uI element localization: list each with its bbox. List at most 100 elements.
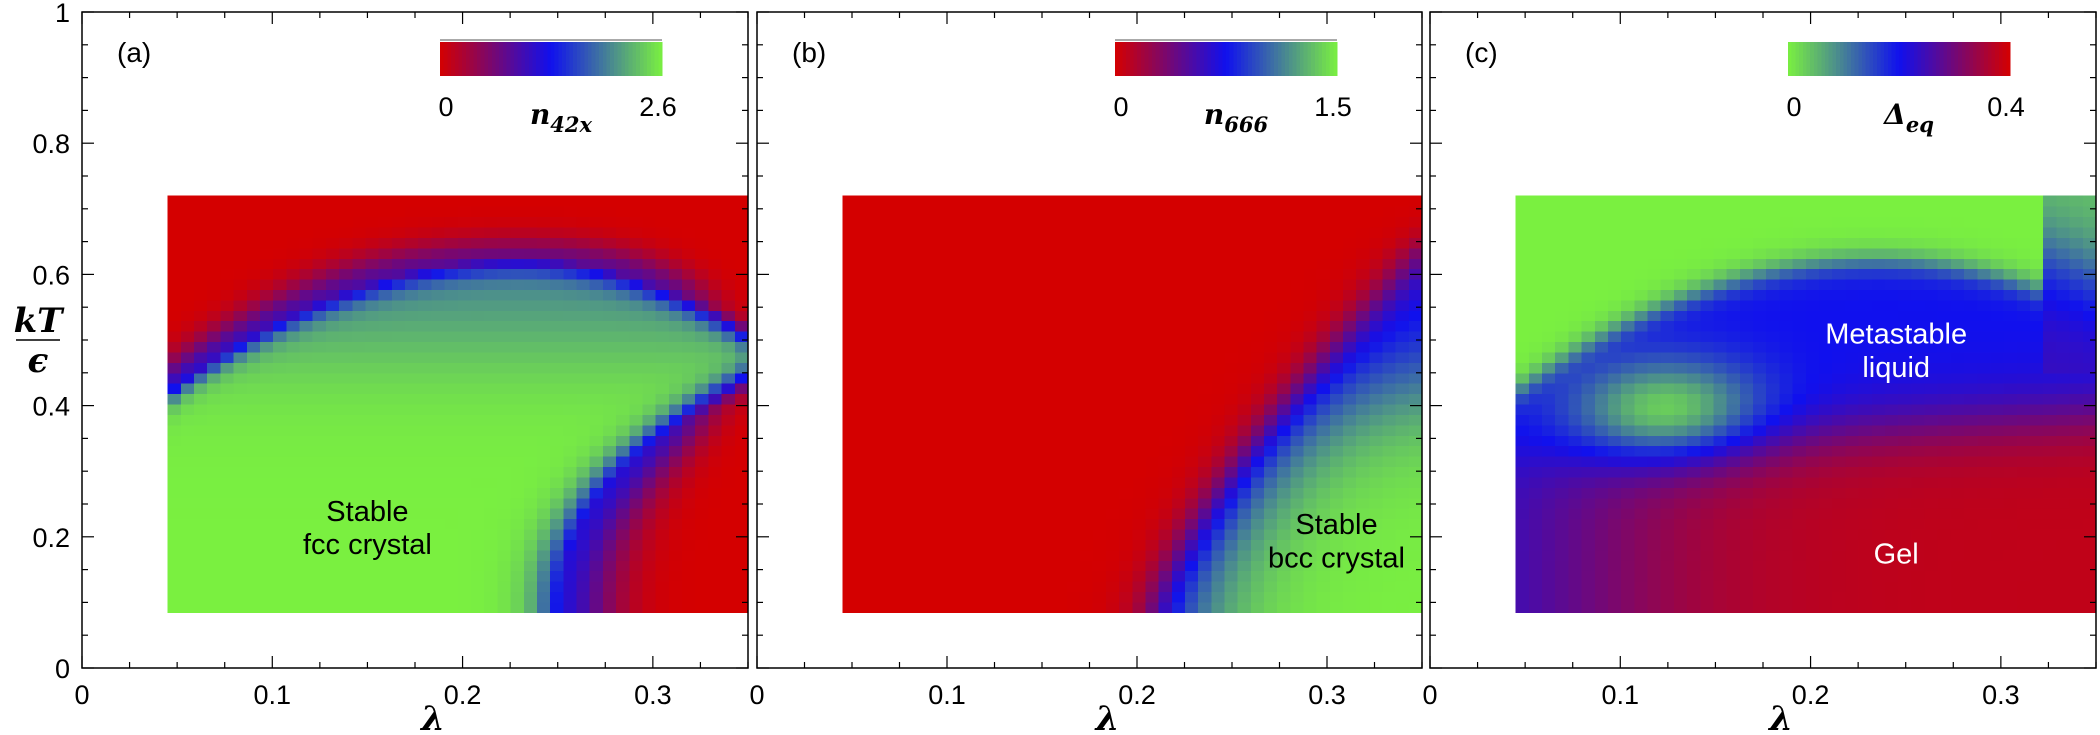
heatmap-cell xyxy=(868,216,883,228)
heatmap-cell xyxy=(1581,497,1596,509)
heatmap-cell xyxy=(1647,601,1662,613)
heatmap-cell xyxy=(233,424,248,436)
heatmap-cell xyxy=(1832,581,1846,593)
heatmap-cell xyxy=(682,383,696,395)
heatmap-cell xyxy=(1092,508,1107,520)
heatmap-cell xyxy=(1263,591,1278,603)
heatmap-cell xyxy=(1594,560,1609,572)
heatmap-cell xyxy=(365,497,380,509)
heatmap-cell xyxy=(1237,528,1252,540)
heatmap-cell xyxy=(523,476,538,488)
colorbar-segment xyxy=(1115,42,1120,76)
heatmap-cell xyxy=(563,278,578,290)
heatmap-cell xyxy=(391,237,406,249)
heatmap-cell xyxy=(1303,518,1318,530)
heatmap-cell xyxy=(418,383,433,395)
heatmap-cell xyxy=(1555,341,1569,353)
heatmap-cell xyxy=(1673,414,1688,426)
heatmap-cell xyxy=(642,195,657,207)
heatmap-cell xyxy=(1053,299,1067,311)
heatmap-cell xyxy=(497,393,512,405)
heatmap-cell xyxy=(1342,466,1357,478)
heatmap-cell xyxy=(1594,331,1609,343)
heatmap-cell xyxy=(1607,570,1622,582)
heatmap-cell xyxy=(682,268,696,280)
heatmap-cell xyxy=(1871,601,1886,613)
heatmap-cell xyxy=(1845,508,1860,520)
heatmap-cell xyxy=(299,518,314,530)
heatmap-cell xyxy=(1184,476,1199,488)
heatmap-cell xyxy=(1132,268,1147,280)
heatmap-cell xyxy=(194,549,208,561)
heatmap-cell xyxy=(339,268,353,280)
heatmap-cell xyxy=(1356,539,1370,551)
heatmap-cell xyxy=(1713,601,1728,613)
heatmap-cell xyxy=(220,310,235,322)
heatmap-cell xyxy=(576,424,591,436)
heatmap-cell xyxy=(510,466,525,478)
heatmap-cell xyxy=(1726,528,1741,540)
heatmap-cell xyxy=(207,560,221,572)
heatmap-cell xyxy=(1753,456,1767,468)
heatmap-cell xyxy=(947,289,962,301)
heatmap-cell xyxy=(536,466,551,478)
heatmap-cell xyxy=(895,518,909,530)
heatmap-cell xyxy=(339,435,353,447)
heatmap-cell xyxy=(1026,549,1041,561)
heatmap-cell xyxy=(1739,351,1754,363)
heatmap-cell xyxy=(1884,581,1899,593)
heatmap-cell xyxy=(987,445,1002,457)
heatmap-cell xyxy=(457,528,472,540)
heatmap-cell xyxy=(1277,508,1291,520)
heatmap-cell xyxy=(497,528,512,540)
heatmap-cell xyxy=(431,466,446,478)
heatmap-cell xyxy=(352,414,367,426)
heatmap-cell xyxy=(1316,591,1331,603)
heatmap-cell xyxy=(457,414,472,426)
heatmap-cell xyxy=(391,497,406,509)
heatmap-cell xyxy=(273,424,287,436)
heatmap-cell xyxy=(1237,456,1252,468)
heatmap-cell xyxy=(1528,268,1543,280)
heatmap-cell xyxy=(1198,258,1212,270)
heatmap-cell xyxy=(207,206,221,218)
heatmap-cell xyxy=(1356,560,1370,572)
heatmap-cell xyxy=(1040,362,1054,374)
heatmap-cell xyxy=(1568,299,1583,311)
heatmap-cell xyxy=(1660,299,1675,311)
heatmap-cell xyxy=(194,216,208,228)
heatmap-cell xyxy=(1700,372,1715,384)
heatmap-cell xyxy=(510,445,525,457)
heatmap-cell xyxy=(1395,539,1410,551)
heatmap-cell xyxy=(961,258,975,270)
heatmap-cell xyxy=(1660,591,1675,603)
heatmap-cell xyxy=(961,278,975,290)
heatmap-cell xyxy=(1713,393,1728,405)
heatmap-cell xyxy=(1329,581,1344,593)
heatmap-cell xyxy=(895,403,909,415)
heatmap-cell xyxy=(1342,528,1357,540)
heatmap-cell xyxy=(1607,403,1622,415)
heatmap-cell xyxy=(444,601,459,613)
heatmap-cell xyxy=(1858,362,1873,374)
heatmap-cell xyxy=(484,549,498,561)
heatmap-cell xyxy=(589,539,604,551)
heatmap-cell xyxy=(1542,424,1556,436)
heatmap-cell xyxy=(391,289,406,301)
heatmap-cell xyxy=(246,237,261,249)
heatmap-cell xyxy=(457,268,472,280)
heatmap-cell xyxy=(1805,456,1820,468)
heatmap-cell xyxy=(1092,581,1107,593)
heatmap-cell xyxy=(444,581,459,593)
heatmap-cell xyxy=(444,237,459,249)
heatmap-cell xyxy=(987,414,1002,426)
heatmap-cell xyxy=(589,206,604,218)
heatmap-cell xyxy=(273,528,287,540)
heatmap-cell xyxy=(895,601,909,613)
heatmap-cell xyxy=(1026,362,1041,374)
heatmap-cell xyxy=(1832,549,1846,561)
heatmap-cell xyxy=(484,341,498,353)
heatmap-cell xyxy=(642,206,657,218)
heatmap-cell xyxy=(1858,268,1873,280)
heatmap-cell xyxy=(1871,497,1886,509)
